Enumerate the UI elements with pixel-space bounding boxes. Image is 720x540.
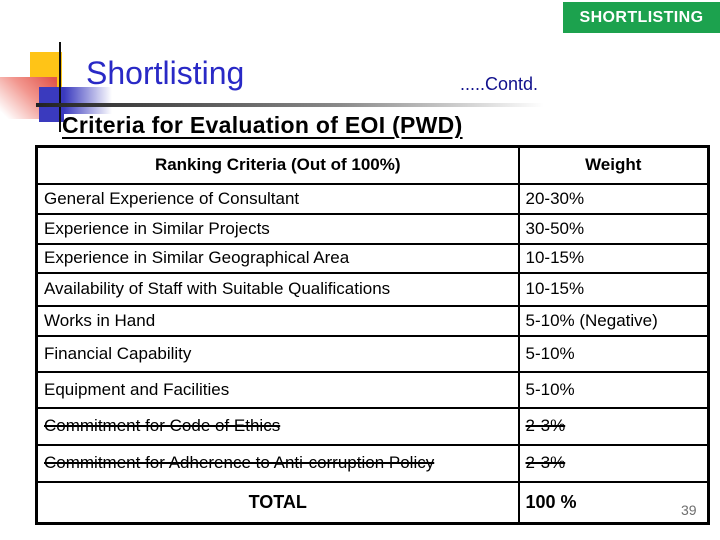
table-heading: Criteria for Evaluation of EOI (PWD): [62, 112, 463, 138]
slide-section-banner: SHORTLISTING: [563, 2, 720, 33]
decor-vertical-line: [59, 42, 61, 132]
weight-cell: 5-10% (Negative): [517, 304, 710, 337]
criteria-cell: Commitment for Code of Ethics: [35, 406, 520, 446]
weight-cell: 5-10%: [517, 334, 710, 373]
total-value-cell: 100 %: [517, 480, 710, 525]
table-row: Financial Capability 5-10%: [35, 334, 710, 373]
weight-cell: 5-10%: [517, 370, 710, 409]
criteria-cell: Experience in Similar Geographical Area: [35, 242, 520, 274]
table-row: General Experience of Consultant 20-30%: [35, 182, 710, 215]
criteria-cell: Equipment and Facilities: [35, 370, 520, 409]
weight-cell: 20-30%: [517, 182, 710, 215]
table-row: Experience in Similar Geographical Area …: [35, 242, 710, 274]
column-header-criteria: Ranking Criteria (Out of 100%): [35, 145, 520, 185]
criteria-cell: Works in Hand: [35, 304, 520, 337]
table-header-row: Ranking Criteria (Out of 100%) Weight: [35, 145, 710, 185]
column-header-weight: Weight: [517, 145, 710, 185]
table-row: Commitment for Code of Ethics 2-3%: [35, 406, 710, 446]
table-row: Commitment for Adherence to Anti-corrupt…: [35, 443, 710, 483]
table-row: Works in Hand 5-10% (Negative): [35, 304, 710, 337]
total-label-cell: TOTAL: [35, 480, 520, 525]
criteria-cell: Financial Capability: [35, 334, 520, 373]
page-number: 39: [681, 502, 697, 518]
decor-horizontal-rule: [36, 103, 544, 107]
contd-label: .....Contd.: [460, 74, 539, 94]
decor-blue-streak: [64, 87, 112, 114]
table-row: Availability of Staff with Suitable Qual…: [35, 271, 710, 307]
weight-cell: 2-3%: [517, 406, 710, 446]
criteria-cell: Commitment for Adherence to Anti-corrupt…: [35, 443, 520, 483]
criteria-cell: Experience in Similar Projects: [35, 212, 520, 245]
weight-cell: 10-15%: [517, 271, 710, 307]
total-row: TOTAL 100 %: [35, 480, 710, 525]
criteria-table: Ranking Criteria (Out of 100%) Weight Ge…: [35, 145, 710, 525]
weight-cell: 30-50%: [517, 212, 710, 245]
table-row: Equipment and Facilities 5-10%: [35, 370, 710, 409]
weight-cell: 2-3%: [517, 443, 710, 483]
table-row: Experience in Similar Projects 30-50%: [35, 212, 710, 245]
weight-cell: 10-15%: [517, 242, 710, 274]
criteria-cell: Availability of Staff with Suitable Qual…: [35, 271, 520, 307]
slide-title: Shortlisting: [86, 55, 245, 91]
criteria-cell: General Experience of Consultant: [35, 182, 520, 215]
